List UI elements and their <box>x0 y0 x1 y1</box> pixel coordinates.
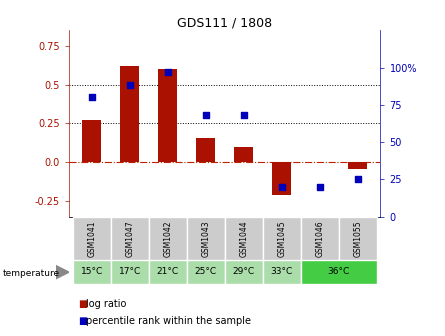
Bar <box>73 217 111 260</box>
Point <box>202 113 209 118</box>
Polygon shape <box>56 265 69 279</box>
Text: ■: ■ <box>78 316 87 326</box>
Text: 25°C: 25°C <box>194 267 217 276</box>
Text: 21°C: 21°C <box>157 267 179 276</box>
Bar <box>225 217 263 260</box>
Bar <box>272 162 291 195</box>
Point <box>240 113 247 118</box>
Bar <box>225 260 263 284</box>
Point <box>88 95 95 100</box>
Bar <box>339 217 376 260</box>
Bar <box>73 260 111 284</box>
Point <box>278 184 285 190</box>
Point <box>354 177 361 182</box>
Text: GSM1047: GSM1047 <box>125 220 134 257</box>
Bar <box>149 260 187 284</box>
Bar <box>301 260 376 284</box>
Bar <box>196 138 215 162</box>
Bar <box>263 217 301 260</box>
Point <box>164 69 171 75</box>
Bar <box>348 162 367 169</box>
Text: 33°C: 33°C <box>271 267 293 276</box>
Bar <box>82 120 101 162</box>
Bar <box>158 69 177 162</box>
Text: GSM1041: GSM1041 <box>87 220 96 257</box>
Text: 29°C: 29°C <box>233 267 255 276</box>
Bar <box>111 217 149 260</box>
Bar <box>263 260 301 284</box>
Bar <box>120 66 139 162</box>
Text: GSM1043: GSM1043 <box>201 220 210 257</box>
Text: temperature: temperature <box>2 269 59 278</box>
Text: percentile rank within the sample: percentile rank within the sample <box>86 316 251 326</box>
Text: 17°C: 17°C <box>119 267 141 276</box>
Text: log ratio: log ratio <box>86 299 126 309</box>
Bar <box>187 260 225 284</box>
Text: GSM1046: GSM1046 <box>315 220 324 257</box>
Text: 36°C: 36°C <box>328 267 350 276</box>
Text: GSM1044: GSM1044 <box>239 220 248 257</box>
Bar <box>301 217 339 260</box>
Text: GSM1042: GSM1042 <box>163 220 172 257</box>
Text: 15°C: 15°C <box>81 267 103 276</box>
Bar <box>187 217 225 260</box>
Bar <box>234 147 253 162</box>
Point <box>126 83 134 88</box>
Point <box>316 184 323 190</box>
Text: ■: ■ <box>78 299 87 309</box>
Text: GSM1055: GSM1055 <box>353 220 362 257</box>
Title: GDS111 / 1808: GDS111 / 1808 <box>177 16 272 29</box>
Text: GSM1045: GSM1045 <box>277 220 286 257</box>
Bar <box>111 260 149 284</box>
Bar <box>149 217 187 260</box>
